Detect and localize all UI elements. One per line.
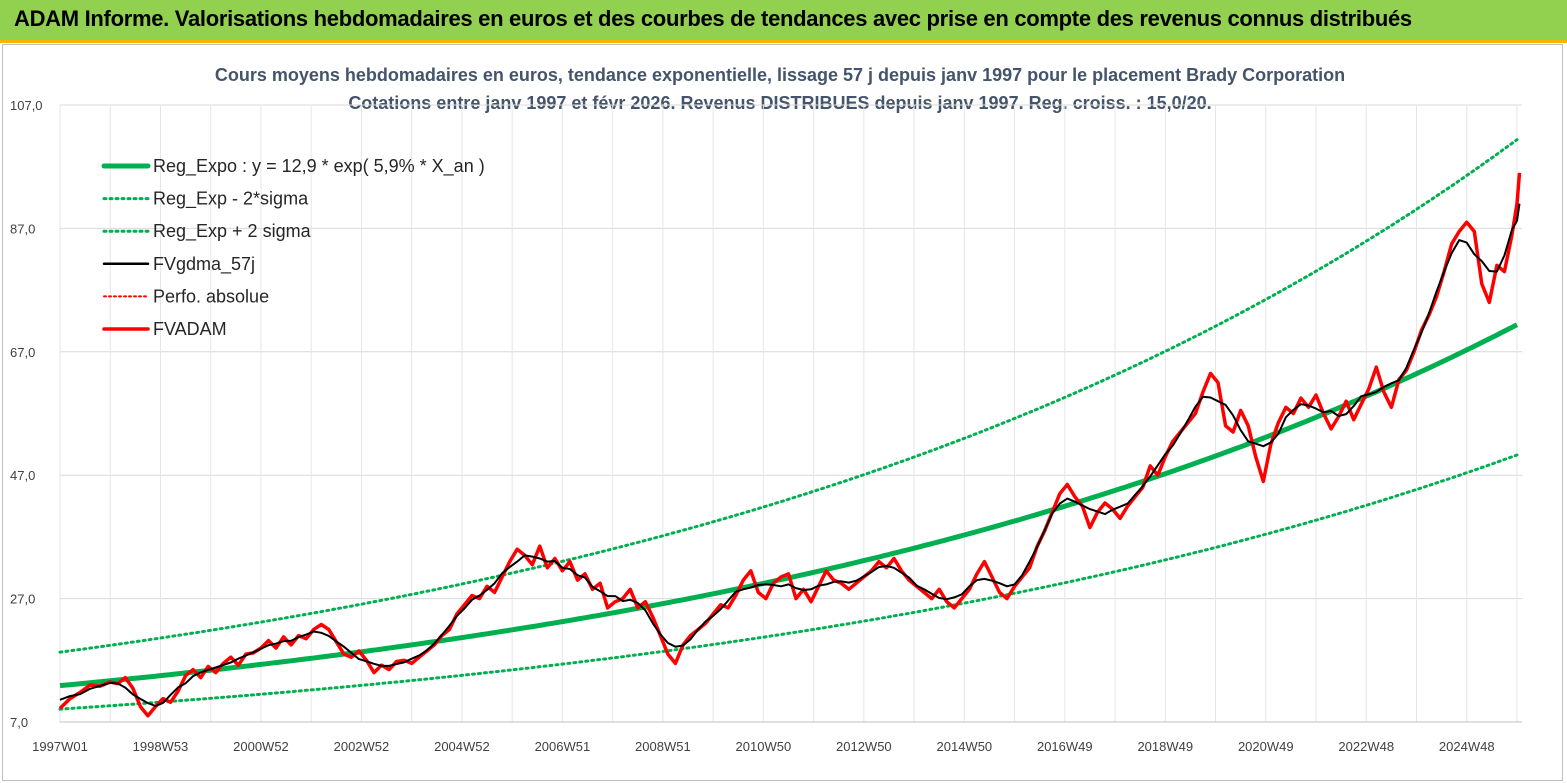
series-fvgdma-57j bbox=[59, 203, 1521, 707]
x-tick-label: 2022W48 bbox=[1338, 739, 1394, 754]
series-reg-exp-plus-2sigma bbox=[58, 138, 1519, 654]
y-tick-label: 27,0 bbox=[10, 592, 35, 607]
title-banner: ADAM Informe. Valorisations hebdomadaire… bbox=[0, 0, 1567, 43]
y-tick-label: 87,0 bbox=[10, 221, 35, 236]
x-tick-label: 2012W50 bbox=[836, 739, 892, 754]
x-tick-label: 2004W52 bbox=[434, 739, 490, 754]
legend-label: FVgdma_57j bbox=[153, 254, 255, 275]
x-tick-label: 2008W51 bbox=[635, 739, 691, 754]
chart-subtitle: Cotations entre janv 1997 et févr 2026. … bbox=[348, 93, 1211, 113]
chart-title: Cours moyens hebdomadaires en euros, ten… bbox=[215, 65, 1345, 85]
x-tick-label: 2006W51 bbox=[535, 739, 591, 754]
y-tick-label: 7,0 bbox=[10, 715, 28, 730]
x-tick-label: 2014W50 bbox=[937, 739, 993, 754]
x-tick-label: 2020W49 bbox=[1238, 739, 1294, 754]
legend-label: Reg_Expo : y = 12,9 * exp( 5,9% * X_an ) bbox=[153, 156, 485, 177]
x-tick-label: 2018W49 bbox=[1137, 739, 1193, 754]
legend-label: Reg_Exp + 2 sigma bbox=[153, 221, 312, 242]
legend-label: Reg_Exp - 2*sigma bbox=[153, 189, 309, 210]
banner-title: ADAM Informe. Valorisations hebdomadaire… bbox=[14, 6, 1412, 31]
y-tick-label: 67,0 bbox=[10, 345, 35, 360]
series-fvadam bbox=[58, 172, 1522, 718]
legend-label: FVADAM bbox=[153, 319, 227, 339]
y-tick-label: 107,0 bbox=[10, 98, 43, 113]
legend-label: Perfo. absolue bbox=[153, 286, 269, 306]
x-tick-label: 2016W49 bbox=[1037, 739, 1093, 754]
series-reg-exp-minus-2sigma bbox=[58, 453, 1519, 711]
x-tick-label: 1998W53 bbox=[133, 739, 189, 754]
x-tick-label: 2000W52 bbox=[233, 739, 289, 754]
x-tick-label: 2010W50 bbox=[736, 739, 792, 754]
x-tick-label: 2024W48 bbox=[1439, 739, 1495, 754]
x-tick-label: 1997W01 bbox=[32, 739, 88, 754]
chart-frame bbox=[2, 44, 1563, 781]
y-tick-label: 47,0 bbox=[10, 468, 35, 483]
x-tick-label: 2002W52 bbox=[334, 739, 390, 754]
series-reg-expo bbox=[59, 322, 1519, 689]
